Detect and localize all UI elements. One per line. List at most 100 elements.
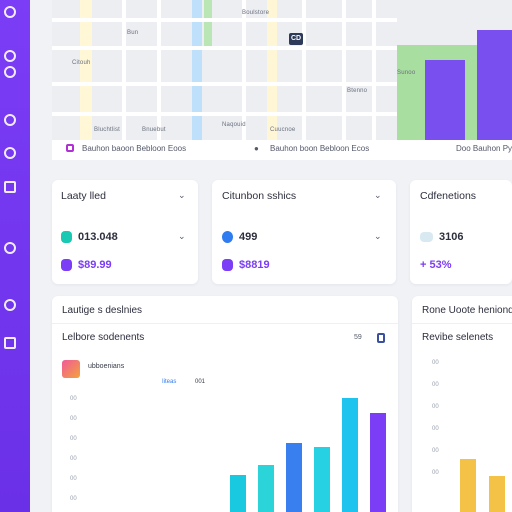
- card-title: Cdfenetions: [420, 190, 477, 202]
- stat-value: 013.048: [78, 231, 118, 243]
- calendar-icon[interactable]: [4, 181, 16, 193]
- chevron-down-icon[interactable]: ⌄: [178, 231, 186, 241]
- y-tick: 00: [432, 404, 439, 410]
- street-label: Bnuebut: [142, 127, 166, 133]
- map-region-highlight: [477, 30, 512, 140]
- map-region-highlight: [425, 60, 465, 140]
- map-layer-icon[interactable]: [66, 144, 74, 152]
- map-footer-right: Doo Bauhon Py: [456, 144, 512, 153]
- stat-row: 3106: [420, 231, 463, 243]
- stat-value: + 53%: [420, 259, 452, 271]
- avatar: [62, 360, 80, 378]
- y-tick: 00: [70, 456, 77, 462]
- settings-icon[interactable]: [4, 66, 16, 78]
- street-label: Cuucnoe: [270, 127, 296, 133]
- chart-bar[interactable]: [230, 475, 246, 512]
- card-title: Citunbon sshics: [222, 190, 297, 202]
- map-road: [342, 0, 346, 140]
- map-park: [204, 0, 212, 50]
- card-title: Laaty lled: [61, 190, 106, 202]
- stat-value: 499: [239, 231, 258, 243]
- status-icon: [61, 231, 72, 244]
- stat-card[interactable]: Laaty lled ⌄ 013.048 ⌄ $89.99: [52, 180, 198, 284]
- street-label: Bluchtlist: [94, 127, 121, 133]
- map-road: [52, 18, 397, 22]
- stat-value: $89.99: [78, 259, 112, 271]
- status-icon: [420, 232, 433, 243]
- chart-bar[interactable]: [460, 459, 476, 512]
- chevron-down-icon[interactable]: ⌄: [374, 231, 382, 241]
- chart-bar[interactable]: [342, 398, 358, 512]
- sidebar: [0, 0, 30, 512]
- y-tick: 00: [70, 416, 77, 422]
- y-tick: 00: [432, 448, 439, 454]
- legend-label: 001: [195, 379, 206, 385]
- panel-header: Lautige s deslnies: [62, 305, 143, 316]
- map-road: [302, 0, 306, 140]
- help-icon[interactable]: [4, 242, 16, 254]
- stat-row: $8819: [222, 259, 270, 272]
- y-axis: 00 00 00 00 00 00: [432, 360, 446, 500]
- y-axis: 00 00 00 00 00 00: [70, 396, 84, 506]
- map-road: [242, 0, 246, 140]
- map-road: [52, 82, 397, 86]
- divider: [52, 323, 398, 324]
- stat-card[interactable]: Cdfenetions 3106 + 53%: [410, 180, 512, 284]
- clock-icon[interactable]: [4, 114, 16, 126]
- map-road: [267, 0, 277, 140]
- street-label: Sunoo: [397, 70, 416, 76]
- stat-card[interactable]: Citunbon sshics ⌄ 499 ⌄ $8819: [212, 180, 396, 284]
- chart-bar[interactable]: [314, 447, 330, 512]
- chevron-down-icon[interactable]: ⌄: [374, 190, 382, 200]
- y-tick: 00: [432, 382, 439, 388]
- chart-bar[interactable]: [258, 465, 274, 512]
- map-footer-left: Bauhon baoon Bebloon Eoos: [82, 144, 187, 153]
- map-footer-center: Bauhon boon Bebloon Ecos: [270, 144, 370, 153]
- chart-bar[interactable]: [489, 476, 505, 512]
- y-tick: 00: [70, 436, 77, 442]
- chart-bar[interactable]: [370, 413, 386, 512]
- map-road: [372, 0, 376, 140]
- y-tick: 00: [432, 360, 439, 366]
- expand-icon[interactable]: [377, 333, 385, 343]
- legend-item: ubboenians: [88, 363, 125, 370]
- map-pin-icon: ●: [254, 144, 259, 153]
- map-road: [80, 0, 92, 140]
- y-tick: 00: [432, 470, 439, 476]
- street-label: Citouh: [72, 60, 91, 66]
- map-road: [52, 112, 397, 116]
- bar-chart: [230, 396, 390, 512]
- map-footer: [52, 140, 512, 160]
- stack-icon[interactable]: [4, 337, 16, 349]
- y-tick: 00: [432, 426, 439, 432]
- chart-panel: Lautige s deslnies Lelbore sodenents 59 …: [52, 296, 398, 512]
- bar-chart: [456, 396, 512, 512]
- street-label: Btenno: [347, 88, 368, 94]
- map-river: [192, 0, 202, 140]
- status-icon: [222, 231, 233, 244]
- panel-subheader: Revibe selenets: [422, 332, 494, 343]
- currency-icon: [61, 259, 72, 272]
- map-marker[interactable]: CD: [289, 33, 304, 45]
- street-label: Bun: [127, 30, 139, 36]
- stat-row: + 53%: [420, 259, 452, 271]
- globe-icon[interactable]: [4, 6, 16, 18]
- y-tick: 00: [70, 476, 77, 482]
- legend-label: Iiteas: [162, 379, 177, 385]
- chevron-down-icon[interactable]: ⌄: [178, 190, 186, 200]
- stat-value: 3106: [439, 231, 464, 243]
- divider: [412, 323, 512, 324]
- chart-bar[interactable]: [286, 443, 302, 512]
- map-view[interactable]: Citouh Bun Boulstore Bnuebut Naqouid Cuu…: [52, 0, 512, 160]
- map-road: [157, 0, 161, 140]
- currency-icon: [222, 259, 233, 272]
- target-icon[interactable]: [4, 147, 16, 159]
- stat-row: 499: [222, 231, 258, 244]
- chart-panel: Rone Uoote heniond Revibe selenets 00 00…: [412, 296, 512, 512]
- y-tick: 00: [70, 496, 77, 502]
- user-circle-icon[interactable]: [4, 299, 16, 311]
- map-road: [122, 0, 126, 140]
- user-icon[interactable]: [4, 50, 16, 62]
- stat-value: $8819: [239, 259, 270, 271]
- y-tick: 00: [70, 396, 77, 402]
